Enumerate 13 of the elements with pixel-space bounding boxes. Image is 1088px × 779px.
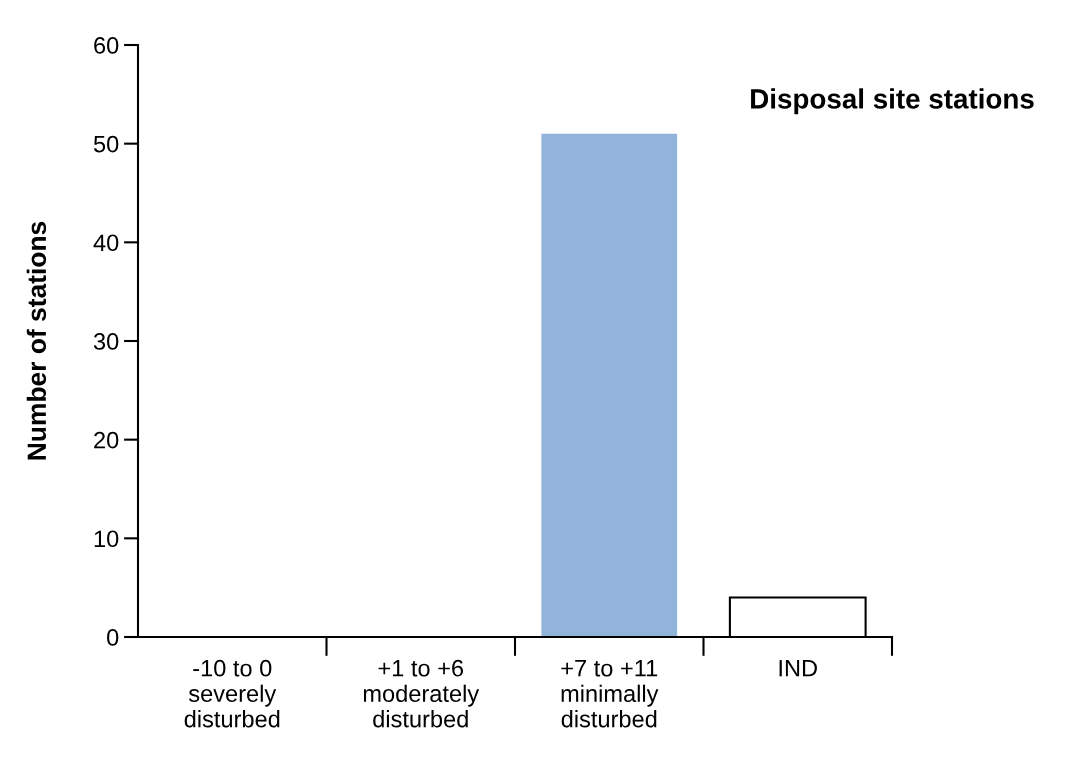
y-tick-label: 30 — [93, 333, 119, 350]
x-tick-label: IND — [779, 660, 817, 677]
y-axis-title: Number of stations — [26, 221, 47, 460]
x-tick-label: +7 to +11 minimally disturbed — [561, 660, 659, 728]
x-tick-label: +1 to +6 moderately disturbed — [363, 659, 480, 728]
y-tick-label: 40 — [93, 234, 119, 252]
y-tick-label: 50 — [93, 135, 119, 153]
x-tick-label: -10 to 0 severely disturbed — [184, 659, 280, 728]
y-tick-label: 0 — [107, 629, 119, 646]
text: Disposal site stations — [751, 88, 1034, 115]
y-tick-label: 10 — [94, 530, 119, 548]
y-tick-label: 20 — [94, 431, 119, 449]
y-tick-label: 60 — [94, 37, 119, 54]
